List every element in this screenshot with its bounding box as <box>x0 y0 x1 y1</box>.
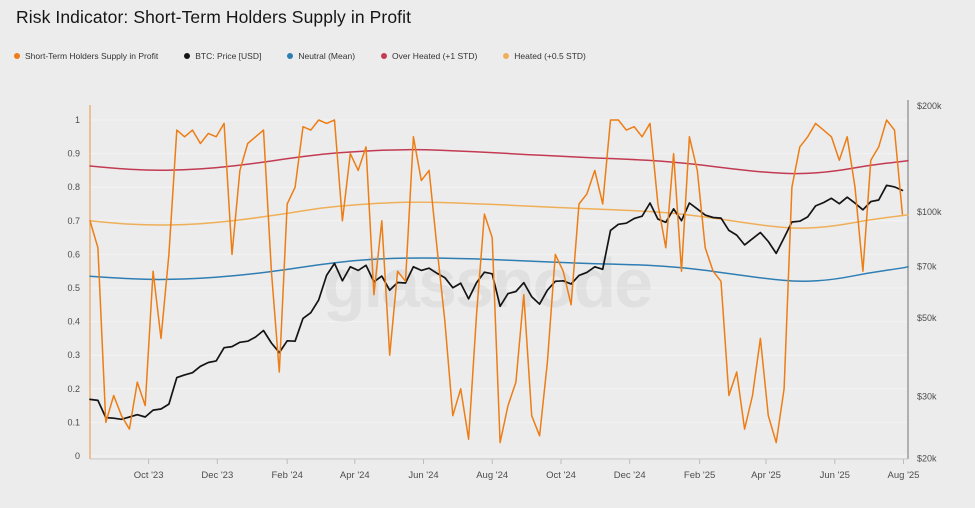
left-axis-tick-label: 1 <box>75 115 80 125</box>
plot-area[interactable] <box>90 100 908 459</box>
right-axis-tick-label: $200k <box>917 101 942 111</box>
right-axis-tick-label: $30k <box>917 391 937 401</box>
x-axis-tick-label: Jun '24 <box>408 470 438 481</box>
series-short-term-holders-supply-in-profit <box>89 119 904 444</box>
left-axis-tick-label: 0.9 <box>67 149 80 159</box>
x-axis-tick-label: Oct '24 <box>546 470 576 481</box>
legend-item-4[interactable]: Over Heated (+1 STD) <box>381 51 477 61</box>
x-axis-tick-label: Dec '23 <box>201 470 233 481</box>
legend: Short-Term Holders Supply in Profit BTC: … <box>14 51 586 61</box>
legend-item-label: Neutral (Mean) <box>298 51 356 61</box>
right-axis-tick-label: $20k <box>917 453 937 463</box>
x-axis-tick-label: Apr '24 <box>340 470 370 481</box>
chart-title: Risk Indicator: Short-Term Holders Suppl… <box>16 7 412 27</box>
legend-item-3[interactable]: Neutral (Mean) <box>287 51 355 61</box>
right-axis-tick-label: $70k <box>917 262 937 272</box>
left-axis-tick-label: 0.4 <box>67 317 80 327</box>
left-axis-tick-label: 0.2 <box>67 384 80 394</box>
left-axis-tick-label: 0.6 <box>67 249 80 259</box>
legend-item-1[interactable]: Short-Term Holders Supply in Profit <box>14 51 158 61</box>
x-axis-tick-label: Jun '25 <box>820 470 850 481</box>
x-axis-tick-label: Apr '25 <box>751 470 781 481</box>
legend-dot-icon <box>184 53 191 59</box>
left-axis-tick-label: 0.5 <box>67 283 80 293</box>
right-axis-tick-label: $50k <box>917 313 937 323</box>
x-axis-tick-label: Aug '24 <box>476 470 508 481</box>
x-axis-tick-label: Oct '23 <box>134 470 164 481</box>
legend-dot-icon <box>381 53 388 59</box>
left-axis-tick-label: 0.1 <box>67 417 80 427</box>
legend-item-label: Heated (+0.5 STD) <box>514 51 586 61</box>
legend-item-label: BTC: Price [USD] <box>195 51 262 61</box>
right-axis-tick-label: $100k <box>917 207 942 217</box>
left-axis-tick-label: 0.8 <box>67 182 80 192</box>
series-over-heated-1-std <box>89 148 909 175</box>
legend-item-5[interactable]: Heated (+0.5 STD) <box>503 51 586 61</box>
left-axis-tick-label: 0 <box>75 451 80 461</box>
legend-dot-icon <box>14 53 20 59</box>
x-axis-tick-label: Aug '25 <box>888 470 920 481</box>
left-axis-tick-label: 0.3 <box>67 350 80 360</box>
legend-item-2[interactable]: BTC: Price [USD] <box>184 51 261 61</box>
series-neutral-mean <box>89 257 909 283</box>
legend-dot-icon <box>503 53 510 59</box>
x-axis-tick-label: Feb '25 <box>684 470 715 481</box>
legend-item-label: Over Heated (+1 STD) <box>392 51 478 61</box>
x-axis-tick-label: Feb '24 <box>272 470 303 481</box>
legend-item-label: Short-Term Holders Supply in Profit <box>25 51 159 61</box>
legend-dot-icon <box>287 53 294 59</box>
left-axis-tick-label: 0.7 <box>67 216 80 226</box>
series-btc-price-usd <box>89 184 904 421</box>
x-axis-tick-label: Dec '24 <box>614 470 646 481</box>
